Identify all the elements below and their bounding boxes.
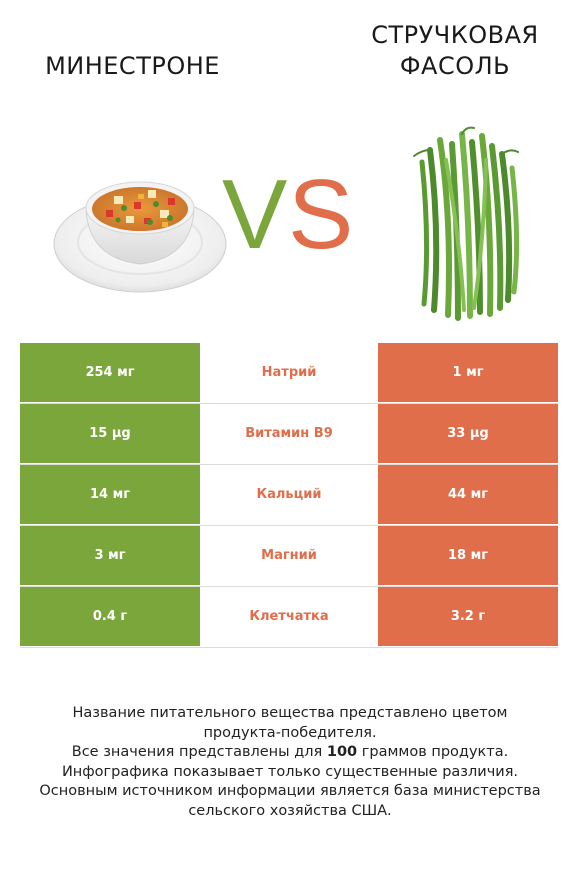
vs-label: V S bbox=[222, 168, 352, 258]
footer-text: граммов продукта. bbox=[357, 744, 509, 760]
footer-bold-amount: 100 bbox=[326, 744, 358, 760]
right-value: 3.2 г bbox=[378, 587, 558, 646]
table-row: 254 мг Натрий 1 мг bbox=[20, 343, 558, 404]
left-value: 14 мг bbox=[20, 465, 200, 524]
table-row: 15 µg Витамин B9 33 µg bbox=[20, 404, 558, 465]
footer-text: Все значения представлены для bbox=[71, 744, 327, 760]
nutrient-name: Магний bbox=[261, 548, 317, 563]
soup-bowl-icon bbox=[53, 181, 227, 293]
green-beans-icon bbox=[413, 126, 520, 321]
left-value: 3 мг bbox=[20, 526, 200, 585]
table-row: 0.4 г Клетчатка 3.2 г bbox=[20, 587, 558, 648]
nutrient-name: Клетчатка bbox=[249, 609, 329, 624]
footer-line: Название питательного вещества представл… bbox=[72, 705, 508, 721]
left-food-title: МИНЕСТРОНЕ bbox=[45, 52, 220, 80]
right-value: 1 мг bbox=[378, 343, 558, 402]
vs-v-letter: V bbox=[222, 168, 287, 258]
nutrient-name: Витамин B9 bbox=[245, 426, 333, 441]
left-value: 15 µg bbox=[20, 404, 200, 463]
comparison-table: 254 мг Натрий 1 мг 15 µg Витамин B9 33 µ… bbox=[20, 343, 558, 648]
footer-line: Инфографика показывает только существенн… bbox=[61, 763, 519, 780]
green-beans-image bbox=[400, 120, 530, 334]
footer-line-100g: Все значения представлены для 100 граммо… bbox=[20, 743, 560, 763]
right-value: 18 мг bbox=[378, 526, 558, 585]
footer-line: Основным источником информации является … bbox=[39, 783, 541, 799]
footer-notes: Название питательного вещества представл… bbox=[20, 704, 560, 821]
nutrient-name: Натрий bbox=[261, 365, 317, 380]
right-food-title: СТРУЧКОВАЯ ФАСОЛЬ bbox=[350, 20, 560, 82]
right-food-title-line1: СТРУЧКОВАЯ bbox=[371, 21, 539, 49]
vs-s-letter: S bbox=[288, 168, 352, 258]
left-value: 0.4 г bbox=[20, 587, 200, 646]
footer-line: сельского хозяйства США. bbox=[188, 802, 392, 819]
nutrient-name: Кальций bbox=[256, 487, 322, 502]
right-value: 44 мг bbox=[378, 465, 558, 524]
right-food-title-line2: ФАСОЛЬ bbox=[399, 52, 511, 80]
right-value: 33 µg bbox=[378, 404, 558, 463]
left-value: 254 мг bbox=[20, 343, 200, 402]
table-row: 3 мг Магний 18 мг bbox=[20, 526, 558, 587]
minestrone-image bbox=[52, 160, 228, 300]
footer-line: продукта-победителя. bbox=[203, 724, 377, 741]
table-row: 14 мг Кальций 44 мг bbox=[20, 465, 558, 526]
